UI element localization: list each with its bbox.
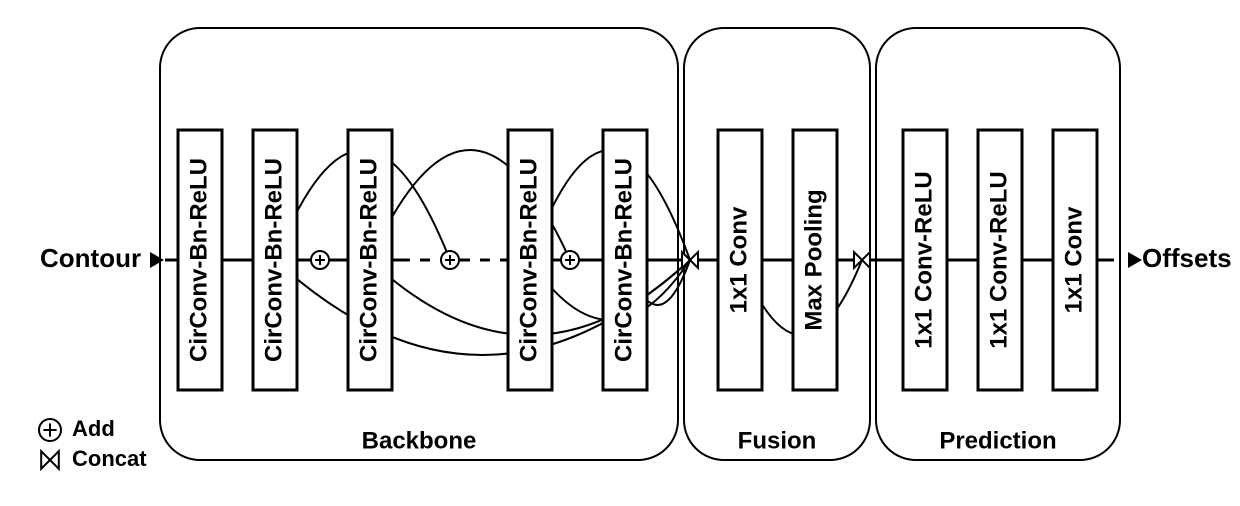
group-fusion <box>684 28 870 460</box>
block-label-b3: CirConv-Bn-ReLU <box>355 158 382 362</box>
block-label-f1: 1x1 Conv <box>725 206 752 313</box>
input-label: Contour <box>40 243 141 273</box>
block-label-b1: CirConv-Bn-ReLU <box>185 158 212 362</box>
group-label-prediction: Prediction <box>939 427 1056 454</box>
architecture-diagram: CirConv-Bn-ReLU CirConv-Bn-ReLU CirConv-Bn… <box>0 0 1240 506</box>
legend-add-label: Add <box>72 416 115 441</box>
add-node-icon <box>561 251 579 269</box>
add-node-icon <box>441 251 459 269</box>
group-backbone <box>160 28 678 460</box>
arrowhead-icon <box>1128 252 1142 268</box>
block-label-p3: 1x1 Conv <box>1060 206 1087 313</box>
block-label-p2: 1x1 Conv-ReLU <box>985 171 1012 348</box>
block-label-f2: Max Pooling <box>800 189 827 330</box>
group-label-fusion: Fusion <box>738 427 817 454</box>
output-label: Offsets <box>1142 243 1232 273</box>
add-node-icon <box>311 251 329 269</box>
group-label-backbone: Backbone <box>362 427 477 454</box>
legend-concat-label: Concat <box>72 446 147 471</box>
block-label-b4: CirConv-Bn-ReLU <box>515 158 542 362</box>
block-label-b5: CirConv-Bn-ReLU <box>610 158 637 362</box>
concat-node-icon <box>862 252 870 268</box>
block-label-p1: 1x1 Conv-ReLU <box>910 171 937 348</box>
block-label-b2: CirConv-Bn-ReLU <box>260 158 287 362</box>
legend-add-icon <box>39 419 61 441</box>
concat-node-icon <box>690 252 698 268</box>
legend-concat-icon <box>50 451 59 469</box>
arrowhead-icon <box>150 252 164 268</box>
